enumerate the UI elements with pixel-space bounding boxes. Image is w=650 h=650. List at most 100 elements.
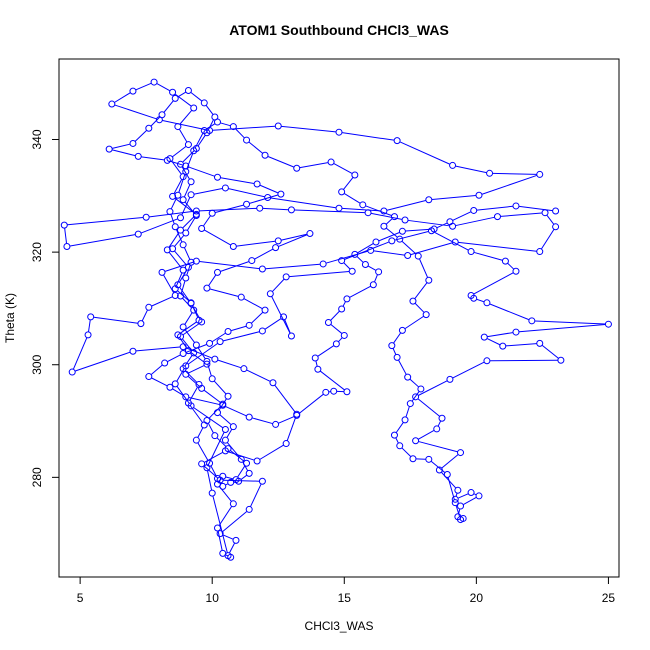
data-point bbox=[470, 206, 478, 214]
series-line-segment bbox=[386, 200, 426, 211]
series-line-segment bbox=[489, 303, 530, 321]
data-point bbox=[237, 293, 245, 301]
data-point bbox=[253, 180, 261, 188]
series-line-segment bbox=[184, 247, 191, 260]
series-line-segment bbox=[286, 417, 297, 441]
series-line-segment bbox=[188, 343, 218, 365]
series-line-segment bbox=[294, 209, 365, 214]
data-point bbox=[184, 399, 192, 407]
data-point bbox=[213, 268, 221, 276]
series-line-segment bbox=[281, 125, 336, 133]
series-line-segment bbox=[357, 243, 374, 254]
data-point bbox=[221, 436, 229, 444]
data-point bbox=[211, 113, 219, 121]
data-point bbox=[179, 349, 187, 357]
series-line-segment bbox=[184, 355, 193, 367]
series-line-segment bbox=[135, 82, 152, 91]
series-line-segment bbox=[254, 248, 274, 260]
series-line-segment bbox=[220, 261, 249, 272]
series-line-segment bbox=[209, 288, 239, 297]
chart-title: ATOM1 Southbound CHCl3_WAS bbox=[229, 22, 449, 38]
data-point bbox=[287, 332, 295, 340]
data-point bbox=[277, 190, 285, 198]
series-line-segment bbox=[215, 204, 244, 213]
data-point bbox=[192, 257, 200, 265]
series-line-segment bbox=[227, 442, 240, 458]
data-point bbox=[536, 248, 544, 256]
data-point bbox=[182, 393, 190, 401]
data-point bbox=[412, 393, 420, 401]
series-line-segment bbox=[473, 493, 477, 496]
data-point bbox=[396, 235, 404, 243]
series-line-segment bbox=[342, 132, 395, 141]
series-line-segment bbox=[179, 110, 193, 125]
data-point bbox=[274, 237, 282, 245]
data-point bbox=[203, 284, 211, 292]
series-line-segment bbox=[67, 217, 144, 226]
data-point bbox=[390, 213, 398, 221]
series-line-segment bbox=[151, 377, 168, 387]
data-point bbox=[198, 460, 206, 468]
series-line-segment bbox=[246, 369, 271, 382]
series-line-segment bbox=[473, 272, 514, 295]
data-point bbox=[282, 440, 290, 448]
series-line-segment bbox=[226, 429, 233, 438]
data-point bbox=[483, 357, 491, 365]
series-line-segment bbox=[203, 215, 211, 227]
series-line-segment bbox=[431, 195, 476, 200]
series-line-segment bbox=[507, 262, 515, 270]
series-line-segment bbox=[343, 262, 351, 270]
data-point bbox=[169, 88, 177, 96]
series-line-segment bbox=[176, 272, 183, 286]
data-point bbox=[404, 373, 412, 381]
data-point bbox=[425, 276, 433, 284]
series-line-segment bbox=[541, 344, 559, 359]
data-point bbox=[293, 411, 301, 419]
data-point bbox=[211, 355, 219, 363]
data-point bbox=[258, 327, 266, 335]
series-line-segment bbox=[183, 184, 191, 198]
y-tick-label: 320 bbox=[30, 242, 44, 262]
series-line-segment bbox=[398, 359, 407, 375]
series-line-segment bbox=[156, 83, 171, 92]
data-point bbox=[213, 409, 221, 417]
series-line-segment bbox=[225, 554, 229, 557]
data-point bbox=[179, 241, 187, 249]
series-line-segment bbox=[170, 214, 175, 224]
data-point bbox=[467, 248, 475, 256]
series-line-segment bbox=[385, 218, 393, 225]
series-line-segment bbox=[264, 318, 282, 330]
series-line-segment bbox=[330, 310, 340, 321]
data-point bbox=[261, 306, 269, 314]
data-point bbox=[184, 87, 192, 95]
data-point bbox=[338, 305, 346, 313]
data-point bbox=[332, 340, 340, 348]
x-tick-label: 25 bbox=[602, 591, 616, 605]
series-line-segment bbox=[181, 166, 190, 180]
series-line-segment bbox=[278, 416, 294, 424]
series-line-segment bbox=[229, 543, 235, 554]
data-point bbox=[375, 268, 383, 276]
data-point bbox=[171, 291, 179, 299]
data-point bbox=[192, 436, 200, 444]
series-line-segment bbox=[217, 359, 242, 369]
series-line-segment bbox=[114, 92, 131, 103]
data-point bbox=[398, 326, 406, 334]
data-point bbox=[388, 342, 396, 350]
series-line-segment bbox=[205, 105, 214, 115]
series-line-segment bbox=[240, 474, 247, 480]
data-point bbox=[393, 353, 401, 361]
series-line-segment bbox=[112, 149, 136, 157]
series-line-segment bbox=[218, 506, 233, 526]
x-axis-label: CHCl3_WAS bbox=[305, 619, 374, 633]
series-line-segment bbox=[455, 165, 487, 174]
data-point bbox=[351, 250, 359, 258]
series-line-segment bbox=[320, 370, 345, 391]
series-line-segment bbox=[405, 228, 431, 232]
series-line-segment bbox=[447, 477, 455, 500]
data-point bbox=[264, 194, 272, 202]
data-point bbox=[87, 313, 95, 321]
data-point bbox=[237, 455, 245, 463]
data-point bbox=[219, 401, 227, 409]
data-point bbox=[229, 500, 237, 508]
